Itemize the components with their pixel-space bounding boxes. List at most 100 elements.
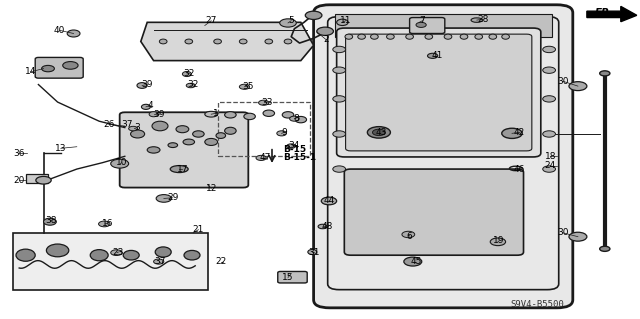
Text: 32: 32 (188, 80, 199, 89)
Text: 36: 36 (13, 149, 25, 158)
Ellipse shape (263, 110, 275, 116)
Text: 2: 2 (324, 35, 329, 44)
Circle shape (490, 238, 506, 246)
Text: 34: 34 (289, 141, 300, 150)
Text: 44: 44 (324, 197, 335, 205)
FancyBboxPatch shape (410, 18, 445, 33)
Text: 4: 4 (148, 101, 153, 110)
Text: 13: 13 (55, 144, 67, 153)
Ellipse shape (147, 147, 160, 153)
Text: 23: 23 (113, 248, 124, 256)
Text: 47: 47 (260, 153, 271, 162)
Text: 31: 31 (308, 248, 319, 256)
Circle shape (305, 11, 322, 19)
Circle shape (543, 166, 556, 172)
Ellipse shape (318, 224, 327, 229)
Text: 45: 45 (410, 257, 422, 266)
Text: 42: 42 (514, 128, 525, 137)
Circle shape (404, 257, 422, 266)
Ellipse shape (205, 111, 218, 117)
Text: S9V4-B5500: S9V4-B5500 (511, 300, 564, 309)
Circle shape (333, 166, 346, 172)
Ellipse shape (290, 116, 300, 121)
Circle shape (402, 231, 415, 238)
Text: 26: 26 (103, 120, 115, 129)
Ellipse shape (277, 131, 287, 136)
Circle shape (543, 131, 556, 137)
Ellipse shape (239, 84, 250, 89)
Circle shape (372, 129, 385, 136)
Ellipse shape (471, 18, 483, 22)
Ellipse shape (265, 39, 273, 44)
Ellipse shape (205, 138, 218, 145)
Text: 22: 22 (215, 257, 227, 266)
FancyBboxPatch shape (346, 34, 532, 151)
Text: 12: 12 (205, 184, 217, 193)
Ellipse shape (154, 259, 164, 264)
Circle shape (333, 67, 346, 73)
Ellipse shape (44, 218, 56, 225)
Ellipse shape (214, 39, 221, 44)
Ellipse shape (99, 221, 110, 227)
Circle shape (569, 82, 587, 91)
Ellipse shape (111, 250, 122, 256)
Text: 3: 3 (135, 123, 140, 132)
Text: B-15-1: B-15-1 (284, 153, 317, 162)
Circle shape (569, 232, 587, 241)
Ellipse shape (183, 139, 195, 145)
Circle shape (317, 27, 333, 35)
Text: 1: 1 (214, 109, 219, 118)
Ellipse shape (159, 39, 167, 44)
Ellipse shape (123, 250, 140, 260)
Text: 17: 17 (177, 165, 188, 174)
Ellipse shape (67, 30, 80, 37)
FancyBboxPatch shape (328, 17, 559, 290)
Ellipse shape (460, 34, 468, 39)
Ellipse shape (308, 249, 317, 255)
FancyBboxPatch shape (35, 57, 83, 78)
Text: 33: 33 (262, 98, 273, 107)
Text: 48: 48 (322, 222, 333, 231)
Polygon shape (141, 22, 314, 61)
Ellipse shape (155, 247, 172, 257)
Ellipse shape (239, 39, 247, 44)
Circle shape (333, 96, 346, 102)
Circle shape (502, 128, 522, 138)
FancyBboxPatch shape (314, 5, 573, 308)
Circle shape (416, 22, 426, 27)
Ellipse shape (149, 112, 158, 117)
Ellipse shape (256, 155, 266, 160)
Ellipse shape (282, 112, 294, 118)
Text: 41: 41 (431, 51, 443, 60)
Ellipse shape (244, 113, 255, 120)
Text: 5: 5 (289, 16, 294, 25)
Circle shape (63, 62, 78, 69)
Text: 15: 15 (282, 273, 294, 282)
Text: 9: 9 (282, 128, 287, 137)
Circle shape (321, 197, 337, 205)
Circle shape (280, 19, 296, 27)
Ellipse shape (502, 34, 509, 39)
Text: 39: 39 (153, 110, 164, 119)
Ellipse shape (193, 131, 204, 137)
Ellipse shape (176, 126, 189, 133)
FancyBboxPatch shape (278, 271, 307, 283)
Text: 19: 19 (493, 236, 505, 245)
Ellipse shape (287, 144, 296, 148)
Text: 16: 16 (102, 219, 113, 228)
Ellipse shape (216, 133, 226, 138)
Circle shape (333, 131, 346, 137)
Ellipse shape (259, 100, 269, 105)
Ellipse shape (186, 83, 195, 88)
Circle shape (36, 176, 51, 184)
Circle shape (333, 46, 346, 53)
Bar (218, 102, 310, 156)
Ellipse shape (295, 116, 307, 123)
Text: 27: 27 (205, 16, 217, 25)
Ellipse shape (475, 34, 483, 39)
Ellipse shape (489, 34, 497, 39)
Text: 35: 35 (243, 82, 254, 91)
Ellipse shape (345, 34, 353, 39)
Text: 43: 43 (375, 128, 387, 137)
Circle shape (543, 67, 556, 73)
